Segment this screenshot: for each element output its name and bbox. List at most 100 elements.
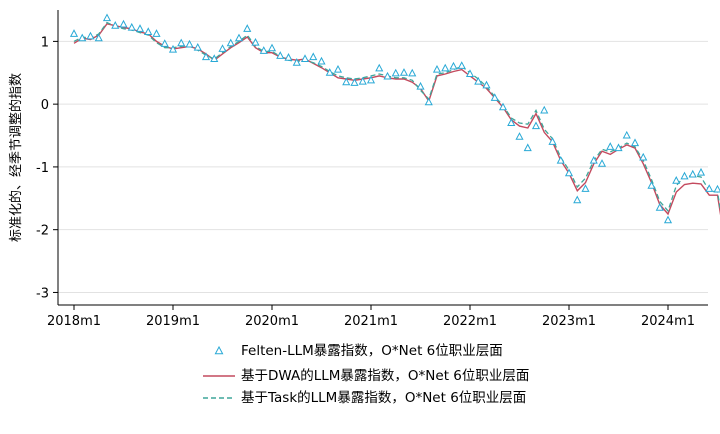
data-point-felten [474,76,483,85]
legend-layer: Felten-LLM暴露指数，O*Net 6位职业层面基于DWA的LLM暴露指数… [203,343,529,406]
y-tick-label: 0 [41,98,49,113]
data-point-felten [606,142,615,150]
legend-label-dwa: 基于DWA的LLM暴露指数，O*Net 6位职业层面 [241,367,529,384]
data-point-felten [672,176,681,184]
data-point-felten [350,78,359,86]
y-tick-label: -3 [36,286,49,301]
data-point-felten [218,44,227,52]
data-point-felten [449,61,458,70]
data-point-felten [639,152,648,161]
data-point-felten [564,168,574,177]
x-tick-label: 2019m1 [146,314,200,329]
data-point-felten [391,68,400,77]
data-point-felten [111,21,120,29]
data-point-felten [614,143,623,152]
data-point-felten [234,33,244,42]
data-point-felten [94,33,103,42]
data-point-felten [556,155,565,164]
data-point-felten [358,76,367,85]
data-point-felten [366,75,376,84]
data-point-felten [589,155,598,164]
data-point-felten [622,130,631,139]
data-point-felten [102,13,112,22]
data-point-felten [333,64,343,73]
data-point-felten [210,54,219,62]
data-point-felten [465,69,475,78]
data-point-felten [515,132,524,140]
data-point-felten [267,43,277,52]
data-point-felten [69,29,79,37]
data-point-felten [581,184,590,192]
data-point-felten [144,27,153,35]
x-tick-label: 2024m1 [641,314,695,329]
data-point-felten [284,53,293,61]
data-point-felten [647,181,656,189]
data-point-felten [655,203,664,211]
data-point-felten [251,37,260,46]
series-layer [69,13,720,224]
data-point-felten [424,97,433,106]
data-point-felten [399,68,409,76]
y-axis-title: 标准化的、经季节调整的指数 [8,73,24,242]
data-point-felten [185,39,194,48]
y-tick-label: -1 [36,161,49,176]
data-point-felten [375,63,384,72]
data-point-felten [259,46,268,54]
data-point-felten [490,93,499,101]
legend-label-task: 基于Task的LLM暴露指数，O*Net 6位职业层面 [241,389,526,406]
data-point-felten [705,184,714,192]
legend-label-felten: Felten-LLM暴露指数，O*Net 6位职业层面 [241,343,503,359]
data-point-felten [243,24,252,32]
data-point-felten [276,51,285,59]
data-point-felten [86,31,95,40]
data-point-felten [201,52,211,61]
y-tick-label: 1 [41,35,49,50]
data-point-felten [135,24,145,32]
x-tick-label: 2023m1 [542,314,596,329]
data-point-felten [540,105,549,114]
data-point-felten [292,58,301,66]
data-point-felten [573,195,582,204]
data-point-felten [226,38,235,47]
data-point-felten [408,68,417,77]
data-point-felten [531,121,541,130]
data-point-felten [498,102,508,111]
data-point-felten [688,169,697,178]
data-point-felten [325,68,334,76]
data-point-felten [548,137,557,145]
data-point-felten [432,64,442,73]
data-point-felten [177,38,186,47]
data-point-felten [482,80,491,89]
data-point-felten [696,167,706,176]
y-tick-label: -2 [36,224,49,239]
x-tick-label: 2020m1 [245,314,299,329]
data-point-felten [441,63,450,72]
data-point-felten [78,33,87,42]
data-point-felten [416,81,425,90]
data-point-felten [680,171,689,180]
data-point-felten [342,77,351,86]
data-point-felten [193,42,202,51]
data-point-felten [168,44,178,53]
data-point-felten [523,143,532,152]
grid-layer [58,40,708,293]
data-point-felten [127,22,136,31]
data-point-felten [713,184,720,193]
data-point-felten [597,159,607,167]
data-point-felten [457,61,466,69]
data-point-felten [160,39,169,47]
x-tick-label: 2018m1 [47,314,101,329]
data-point-felten [119,19,128,28]
data-point-felten [317,56,326,65]
data-point-felten [300,54,310,62]
series-line-task [73,21,720,213]
data-point-felten [630,138,640,147]
axes-layer: 1 0 -1 -2 -3 2018m1 2019m1 2020m1 2021m1 2022m1 20… [36,10,708,329]
data-point-felten [383,71,392,80]
data-point-felten [507,118,516,126]
ylabel-layer: 标准化的、经季节调整的指数 [8,73,24,242]
data-point-felten [663,215,673,224]
series-line-dwa [73,23,720,216]
